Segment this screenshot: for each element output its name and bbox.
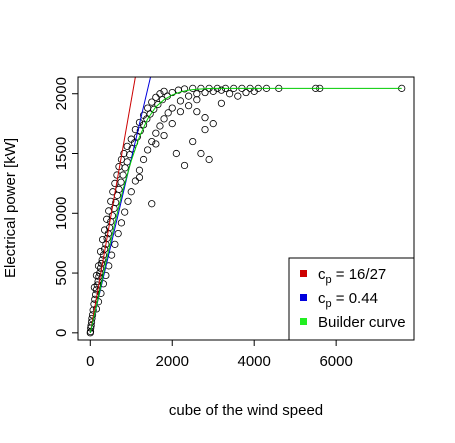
data-point [97, 289, 105, 297]
data-point [135, 173, 144, 182]
legend: cp = 16/27 cp = 0.44 Builder curve [288, 257, 415, 341]
data-point [205, 155, 213, 164]
data-point [226, 90, 234, 98]
data-point [185, 102, 193, 110]
builder-curve-line [89, 87, 402, 333]
data-point [217, 86, 226, 94]
data-point [156, 122, 164, 130]
legend-box [288, 257, 415, 341]
data-point [108, 212, 117, 220]
data-point [123, 142, 131, 150]
data-point [176, 97, 185, 105]
data-point [144, 146, 152, 154]
data-point [160, 131, 168, 140]
legend-label: cp = 16/27 [318, 266, 386, 286]
data-point [96, 264, 105, 272]
data-point [98, 235, 107, 244]
y-tick-label: 1000 [53, 197, 70, 230]
data-point [112, 198, 120, 207]
legend-label: Builder curve [318, 314, 406, 331]
data-point [99, 280, 108, 288]
data-point [156, 90, 164, 98]
data-point [111, 240, 119, 248]
data-point [197, 149, 205, 158]
data-point [201, 126, 209, 134]
y-tick-label: 1500 [53, 137, 70, 170]
axis-layer: 0 2000 4000 6000 0 500 1000 1500 2000 [53, 77, 353, 370]
plot-frame [77, 76, 415, 341]
data-point [189, 84, 197, 92]
data-point [209, 120, 217, 128]
data-point [180, 161, 189, 170]
x-tick-label: 0 [86, 353, 94, 370]
data-point [113, 171, 121, 179]
data-point [180, 85, 189, 93]
data-point [92, 271, 101, 280]
x-tick-label: 4000 [238, 353, 271, 370]
data-point [168, 104, 176, 112]
data-point [144, 104, 152, 112]
y-tick-label: 500 [53, 261, 70, 286]
legend-swatch [300, 294, 307, 301]
y-tick-label: 0 [53, 329, 70, 337]
data-point [168, 120, 176, 128]
legend-swatch [300, 270, 307, 277]
betz-limit-line [89, 77, 136, 333]
data-point [127, 135, 135, 143]
data-point [158, 96, 167, 104]
data-point [124, 197, 132, 205]
data-point [154, 100, 162, 109]
data-point [148, 200, 156, 208]
x-tick-label: 6000 [319, 353, 352, 370]
data-point [193, 108, 201, 116]
data-point [117, 219, 126, 227]
data-point [152, 129, 160, 137]
data-point [120, 149, 128, 158]
data-point [234, 92, 242, 100]
data-point [172, 149, 180, 158]
data-point [96, 247, 105, 256]
y-axis-label: Electrical power [kW] [2, 138, 19, 278]
data-point [139, 155, 148, 164]
data-point [160, 87, 168, 95]
data-point [193, 90, 201, 98]
legend-swatch [300, 318, 307, 325]
data-point [168, 88, 176, 97]
data-point [148, 137, 156, 146]
data-point [185, 92, 193, 100]
data-point [152, 93, 160, 101]
data-point [90, 283, 98, 291]
x-tick-label: 2000 [156, 353, 189, 370]
data-point [107, 197, 115, 205]
data-layer [86, 77, 406, 337]
data-point [139, 111, 148, 119]
legend-label: cp = 0.44 [318, 290, 378, 310]
data-point [176, 108, 185, 116]
data-point [114, 230, 122, 238]
y-tick-label: 2000 [53, 77, 70, 110]
data-point [201, 114, 209, 122]
data-point [242, 88, 250, 97]
data-point [193, 96, 201, 104]
data-point [189, 137, 197, 146]
data-point [201, 88, 209, 97]
data-point [152, 140, 160, 148]
data-point [148, 98, 156, 106]
data-point [121, 208, 129, 216]
data-point [160, 115, 168, 123]
data-point [101, 226, 109, 234]
data-point [111, 179, 119, 187]
data-point [109, 188, 117, 196]
data-point [127, 188, 135, 196]
x-axis-label: cube of the wind speed [169, 402, 323, 419]
data-point [131, 177, 139, 185]
data-point [217, 99, 226, 107]
data-point [135, 166, 144, 174]
data-point [164, 109, 172, 117]
